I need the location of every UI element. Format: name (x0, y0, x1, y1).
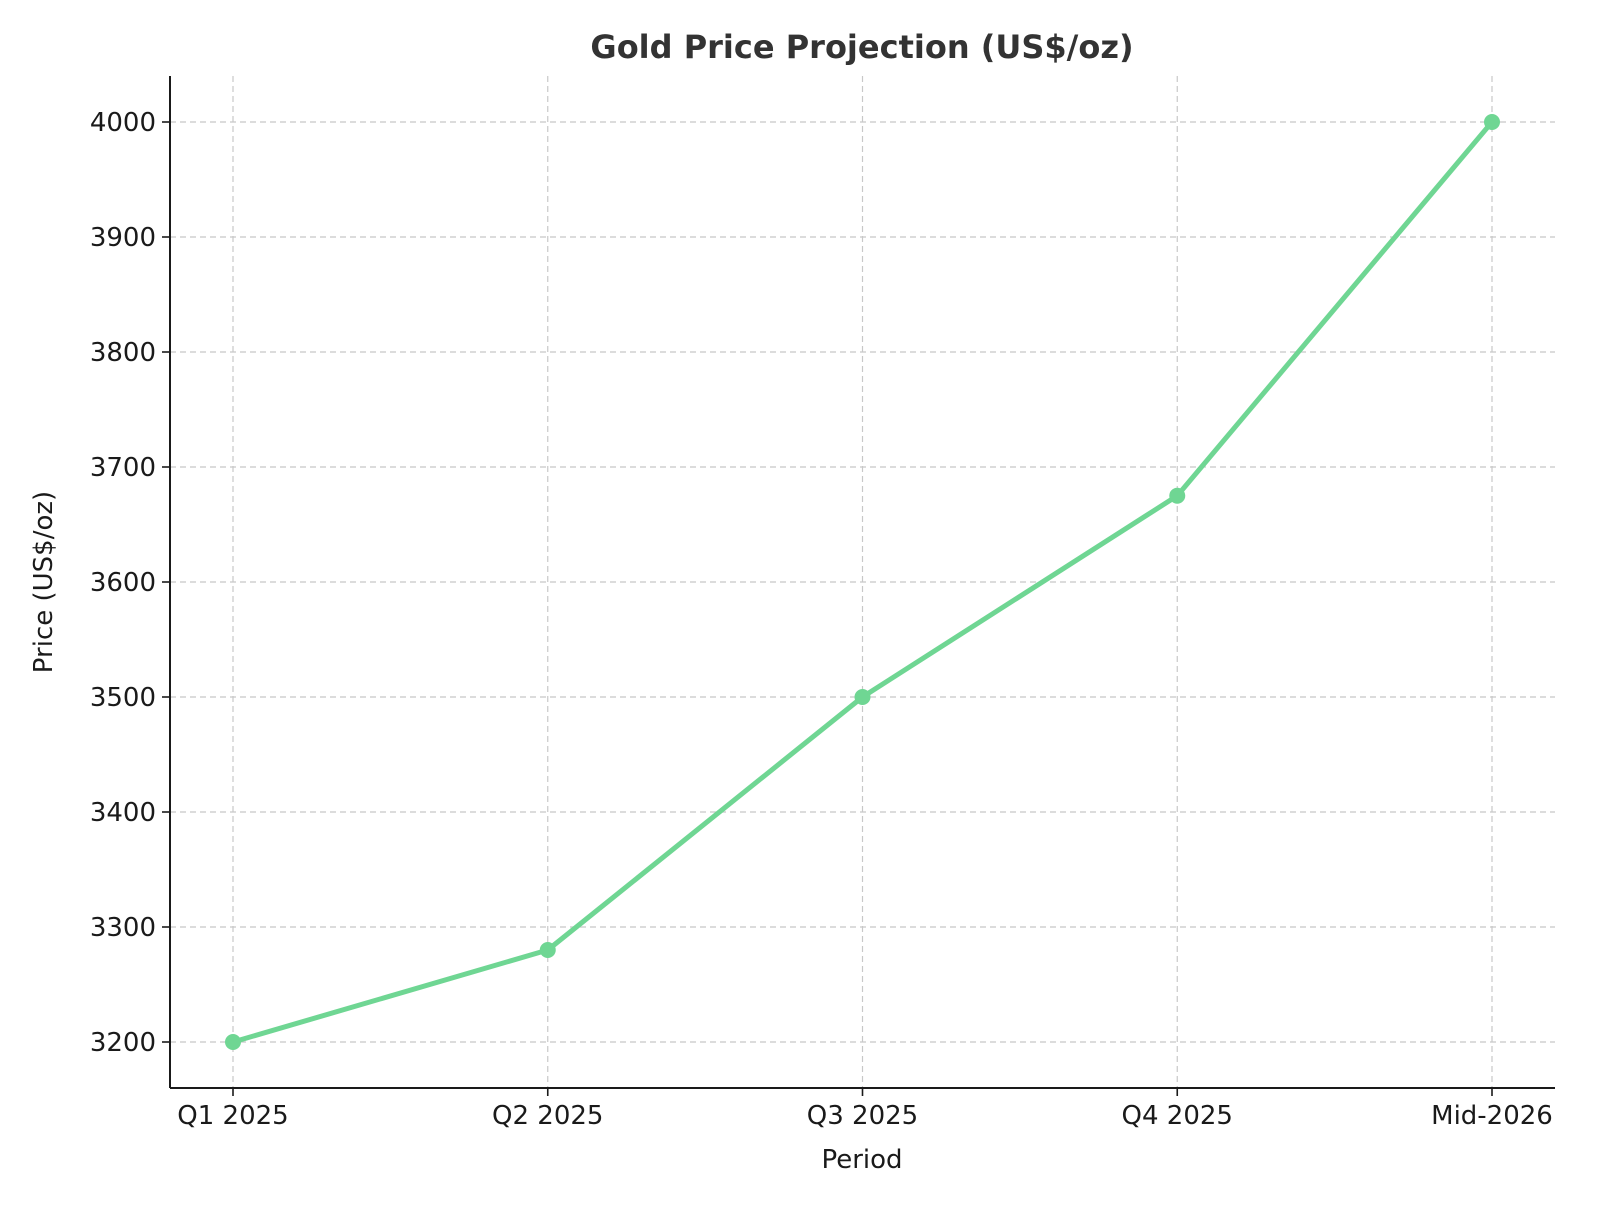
y-axis-label: Price (US$/oz) (29, 491, 59, 673)
y-tick-label: 3800 (90, 338, 156, 368)
x-tick-label: Mid-2026 (1431, 1101, 1553, 1131)
y-tick-label: 3600 (90, 568, 156, 598)
y-tick-label: 4000 (90, 108, 156, 138)
data-point-1 (225, 1034, 241, 1050)
x-tick-label: Q1 2025 (177, 1101, 288, 1131)
data-point-2 (539, 942, 556, 958)
ticks-layer: 3200 3300 3400 3500 3600 3700 3800 3900 4000 Q1 2… (90, 108, 1553, 1131)
y-tick-label: 3400 (90, 798, 156, 828)
data-point-3 (854, 689, 871, 705)
x-tick-label: Q3 2025 (807, 1101, 918, 1131)
data-point-4 (1169, 487, 1186, 504)
data-point-5 (1484, 114, 1500, 130)
y-tick-label: 3700 (90, 453, 156, 483)
x-axis-label: Period (821, 1145, 902, 1175)
y-tick-label: 3900 (90, 223, 156, 253)
y-tick-label: 3200 (90, 1028, 156, 1058)
chart-title: Gold Price Projection (US$/oz) (590, 28, 1133, 66)
y-tick-label: 3300 (90, 913, 156, 943)
grid-layer (170, 76, 1555, 1088)
series-layer (225, 114, 1500, 1050)
x-tick-label: Q4 2025 (1122, 1101, 1233, 1131)
x-tick-label: Q2 2025 (492, 1101, 603, 1131)
y-tick-label: 3500 (90, 683, 156, 713)
